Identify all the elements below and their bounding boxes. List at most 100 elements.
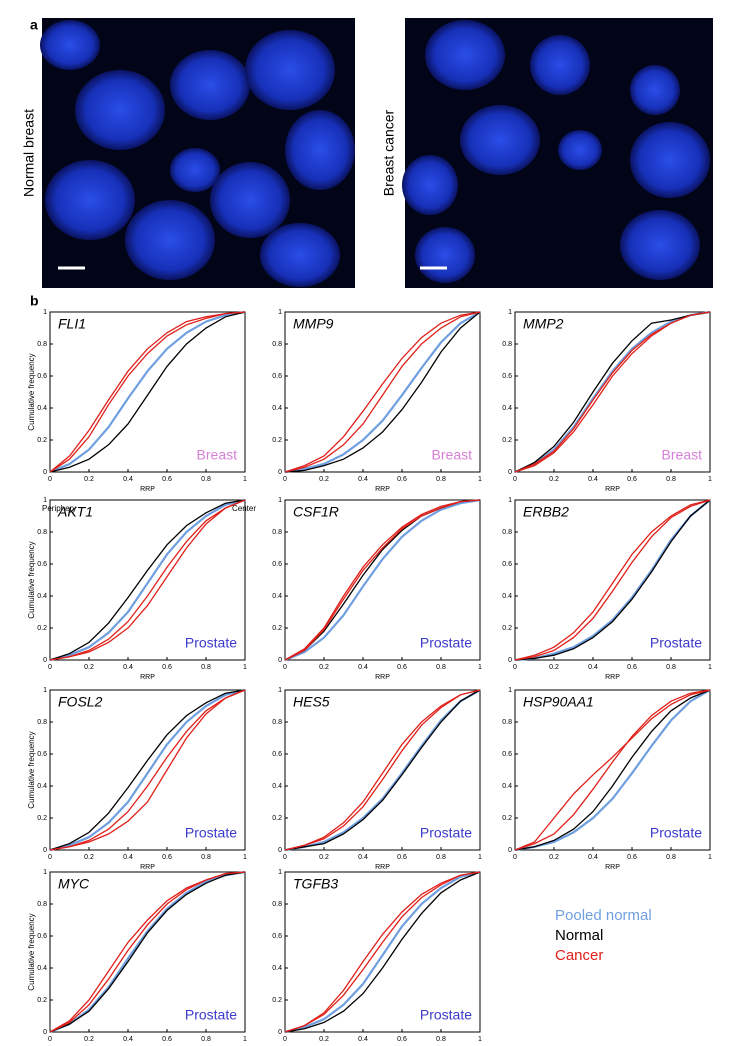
cdf-line [284,499,481,661]
x-tick-label: 0.4 [588,664,598,671]
y-tick-label: 0 [278,1029,282,1036]
x-tick-label: 0.6 [397,664,407,671]
y-tick-label: 0.2 [502,815,512,822]
y-tick-label: 0 [508,657,512,664]
cdf-line [49,499,246,661]
tissue-label: Prostate [420,825,472,841]
y-tick-label: 0.8 [272,719,282,726]
y-axis-label: Cumulative frequency [27,353,36,430]
chart-title: MMP2 [523,316,564,332]
x-tick-label: 1 [708,854,712,861]
x-tick-label: 0.4 [358,664,368,671]
tissue-label: Breast [432,447,473,463]
y-tick-label: 0.2 [37,997,47,1004]
cdf-line [284,871,481,1033]
cdf-line [49,689,246,851]
y-tick-label: 0.8 [502,529,512,536]
x-tick-label: 0.8 [201,1036,211,1041]
y-tick-label: 0.6 [37,751,47,758]
x-tick-label: 0.8 [201,476,211,483]
cdf-line [49,499,246,661]
x-tick-label: 0 [513,476,517,483]
x-tick-label: 0.4 [123,1036,133,1041]
legend-entry: Normal [555,927,603,944]
cdf-line [284,498,481,662]
x-tick-label: 0.6 [162,854,172,861]
y-tick-label: 0.8 [37,341,47,348]
x-tick-label: 0.8 [201,854,211,861]
cdf-line [49,689,246,851]
x-tick-label: 0.8 [436,664,446,671]
cdf-line [284,689,481,851]
cdf-line [49,498,246,662]
y-tick-label: 1 [508,309,512,316]
y-tick-label: 0.2 [272,997,282,1004]
y-tick-label: 0.4 [272,783,282,790]
y-tick-label: 0.4 [272,405,282,412]
y-tick-label: 0 [508,847,512,854]
cdf-line [514,689,711,851]
x-tick-label: 0.6 [397,854,407,861]
y-tick-label: 0.8 [272,901,282,908]
cdf-line [284,311,481,474]
cdf-line [514,311,711,473]
x-axis-label: RRP [605,864,620,871]
x-tick-label: 0.2 [84,1036,94,1041]
chart-title: MMP9 [293,316,334,332]
plot-frame [514,499,711,661]
chart-title: TGFB3 [293,876,338,892]
y-axis-label: Cumulative frequency [27,541,36,618]
y-tick-label: 0.8 [502,341,512,348]
cdf-line [49,499,246,661]
y-tick-label: 0.6 [37,933,47,940]
cdf-line [514,311,711,473]
cdf-line [284,689,481,851]
plot-frame [49,871,246,1033]
x-tick-label: 0.2 [84,664,94,671]
x-tick-label: 0 [513,664,517,671]
cdf-line [49,871,246,1033]
y-tick-label: 0.4 [272,593,282,600]
x-axis-label: RRP [605,674,620,681]
x-tick-label: 0.2 [319,1036,329,1041]
x-axis-label: RRP [605,486,620,493]
cdf-line [49,688,246,852]
cdf-line [284,871,481,1033]
x-tick-label: 1 [708,664,712,671]
y-tick-label: 0.6 [272,373,282,380]
y-tick-label: 0.8 [37,529,47,536]
x-tick-label: 0.6 [162,476,172,483]
y-tick-label: 0 [43,1029,47,1036]
y-tick-label: 0.6 [272,933,282,940]
y-tick-label: 0.4 [502,405,512,412]
x-tick-label: 0.2 [549,854,559,861]
y-tick-label: 1 [278,869,282,876]
y-tick-label: 0.6 [272,561,282,568]
x-tick-label: 1 [478,664,482,671]
cdf-line [49,311,246,473]
x-axis-label: RRP [375,486,390,493]
plot-frame [284,689,481,851]
x-tick-label: 0 [283,476,287,483]
y-tick-label: 0.2 [37,437,47,444]
x-tick-label: 0 [513,854,517,861]
y-tick-label: 1 [508,687,512,694]
y-tick-label: 1 [278,309,282,316]
x-axis-label: RRP [375,864,390,871]
cdf-line [514,499,711,661]
cdf-line [49,689,246,851]
y-tick-label: 0.8 [502,719,512,726]
y-tick-label: 0.6 [502,561,512,568]
cdf-line [514,689,711,852]
x-tick-label: 0.2 [319,476,329,483]
axis-note: Periphery [42,504,76,513]
cdf-line [284,499,481,661]
chart-title: HSP90AA1 [523,694,594,710]
cdf-line [514,499,711,661]
x-tick-label: 0 [283,854,287,861]
y-tick-label: 0.8 [272,341,282,348]
cdf-line [49,871,246,1033]
x-axis-label: RRP [140,864,155,871]
y-tick-label: 1 [43,497,47,504]
x-tick-label: 0.8 [436,854,446,861]
